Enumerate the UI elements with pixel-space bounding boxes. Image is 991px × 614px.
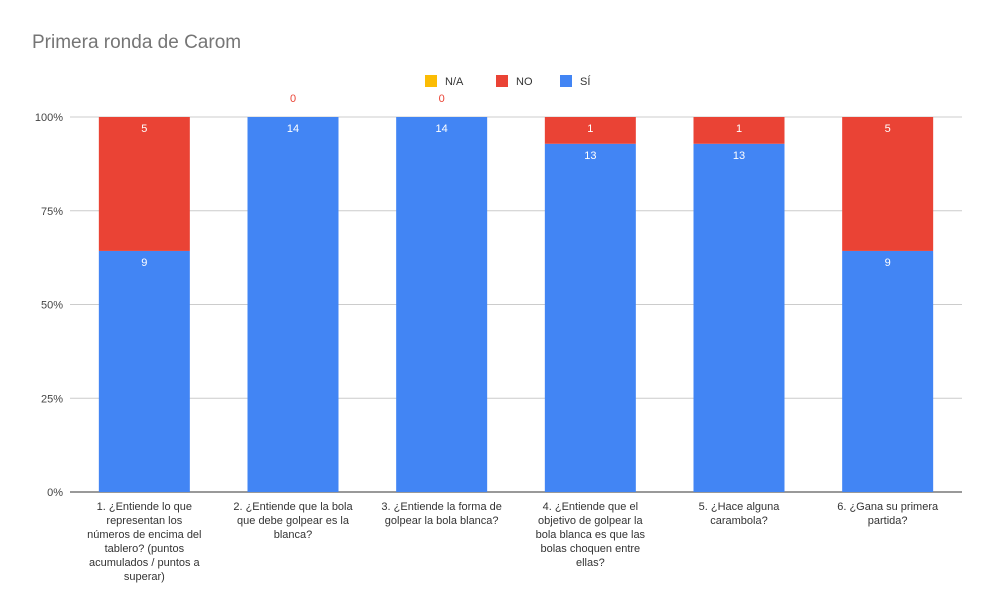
y-tick-label: 0%	[47, 487, 63, 499]
bar-segment	[544, 143, 636, 493]
legend-label: NO	[516, 76, 533, 88]
y-tick-label: 75%	[41, 206, 63, 218]
legend-swatch	[425, 75, 437, 87]
data-label: 9	[141, 257, 147, 269]
bar-segment	[396, 117, 488, 492]
legend-item: NO	[496, 75, 533, 88]
bar-segment	[693, 117, 785, 144]
data-label: 0	[439, 93, 445, 105]
data-label: 0	[290, 93, 296, 105]
y-tick-label: 25%	[41, 393, 63, 405]
data-label: 9	[885, 257, 891, 269]
x-tick-label: 3. ¿Entiende la forma de golpear la bola …	[381, 501, 501, 527]
data-label: 13	[584, 150, 596, 162]
x-tick-label: 2. ¿Entiende que la bola que debe golpear…	[233, 501, 353, 541]
data-label: 14	[436, 123, 448, 135]
bar-segment	[98, 117, 190, 251]
x-tick-label: 5. ¿Hace alguna carambola?	[699, 501, 781, 527]
bar-segment	[693, 143, 785, 493]
data-label: 1	[736, 123, 742, 135]
chart-title: Primera ronda de Carom	[32, 32, 242, 53]
x-tick-label: 6. ¿Gana su primera partida?	[837, 501, 939, 527]
data-label: 14	[287, 123, 299, 135]
bar-segment	[842, 250, 934, 492]
bar-segment	[544, 117, 636, 144]
legend-item: N/A	[425, 75, 464, 88]
legend: N/A NO SÍ	[425, 75, 591, 88]
bar-segment	[98, 250, 190, 492]
data-label: 5	[885, 123, 891, 135]
y-tick-label: 50%	[41, 300, 63, 312]
bar-segment	[842, 117, 934, 251]
gridlines	[70, 116, 962, 493]
legend-swatch	[496, 75, 508, 87]
legend-label: SÍ	[580, 75, 591, 88]
data-label: 13	[733, 150, 745, 162]
legend-swatch	[560, 75, 572, 87]
data-label: 1	[587, 123, 593, 135]
axes: 0% 25% 50% 75% 100% 1. ¿Entiende lo que repres…	[35, 112, 939, 583]
x-tick-label: 1. ¿Entiende lo que representan los número…	[87, 501, 201, 583]
legend-item: SÍ	[560, 75, 591, 88]
y-tick-label: 100%	[35, 112, 63, 124]
legend-label: N/A	[445, 76, 464, 88]
x-tick-label: 4. ¿Entiende que el objetivo de golpear l…	[536, 501, 646, 569]
data-label: 5	[141, 123, 147, 135]
bars	[98, 117, 934, 493]
bar-segment	[247, 117, 339, 492]
data-labels: 9 5 14 0 14 0 13 1 13 1 9 5	[141, 93, 890, 269]
